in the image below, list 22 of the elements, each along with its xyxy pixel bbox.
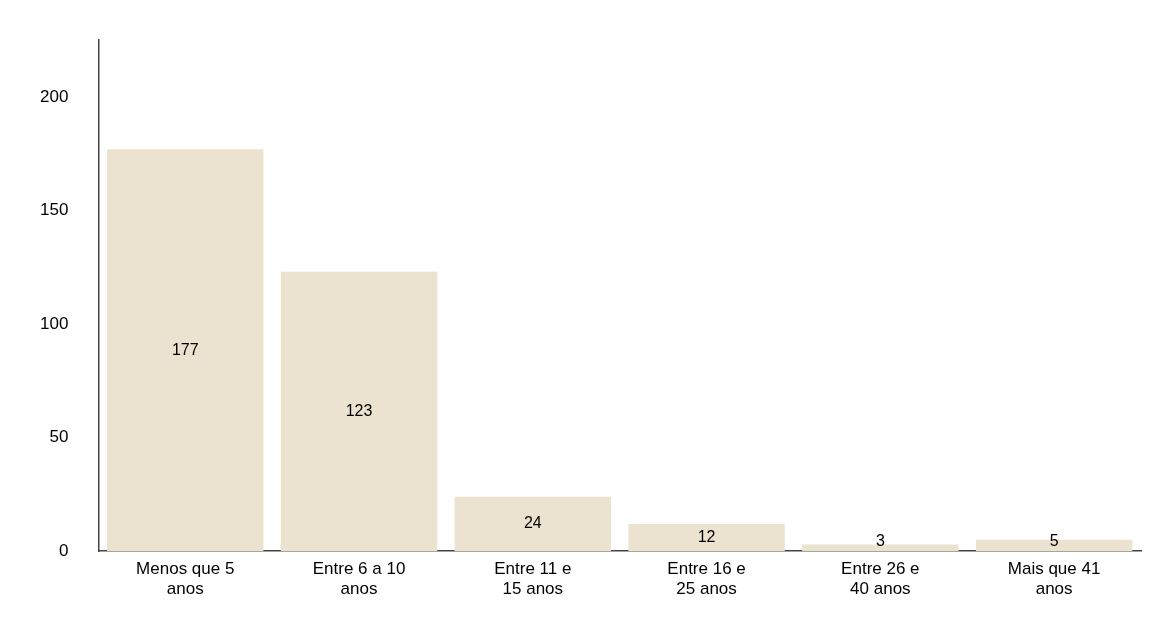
- x-tick-label: Entre 16 e 25 anos: [667, 559, 746, 599]
- data-label: 123: [345, 401, 373, 419]
- data-label: 5: [1049, 531, 1059, 549]
- x-tick-label: Entre 26 e 40 anos: [841, 559, 920, 599]
- bar: [628, 523, 785, 552]
- bar: [107, 149, 264, 552]
- y-tick-label: 150: [39, 200, 69, 220]
- x-tick-label: Entre 6 a 10 anos: [312, 559, 406, 599]
- data-label: 177: [171, 340, 199, 358]
- x-tick-label: Mais que 41 anos: [1007, 559, 1101, 599]
- bar: [454, 496, 611, 552]
- x-tick-label: Entre 11 e 15 anos: [494, 559, 572, 599]
- y-tick-label: 100: [39, 313, 69, 333]
- data-label: 24: [523, 514, 542, 532]
- x-tick-label: Menos que 5 anos: [136, 559, 235, 599]
- y-tick-label: 200: [39, 86, 69, 106]
- bar: [802, 544, 959, 552]
- data-label: 12: [697, 527, 716, 545]
- bar: [280, 271, 438, 552]
- data-label: 3: [875, 531, 885, 549]
- y-tick-label: 0: [58, 540, 69, 560]
- y-tick-label: 50: [49, 427, 69, 447]
